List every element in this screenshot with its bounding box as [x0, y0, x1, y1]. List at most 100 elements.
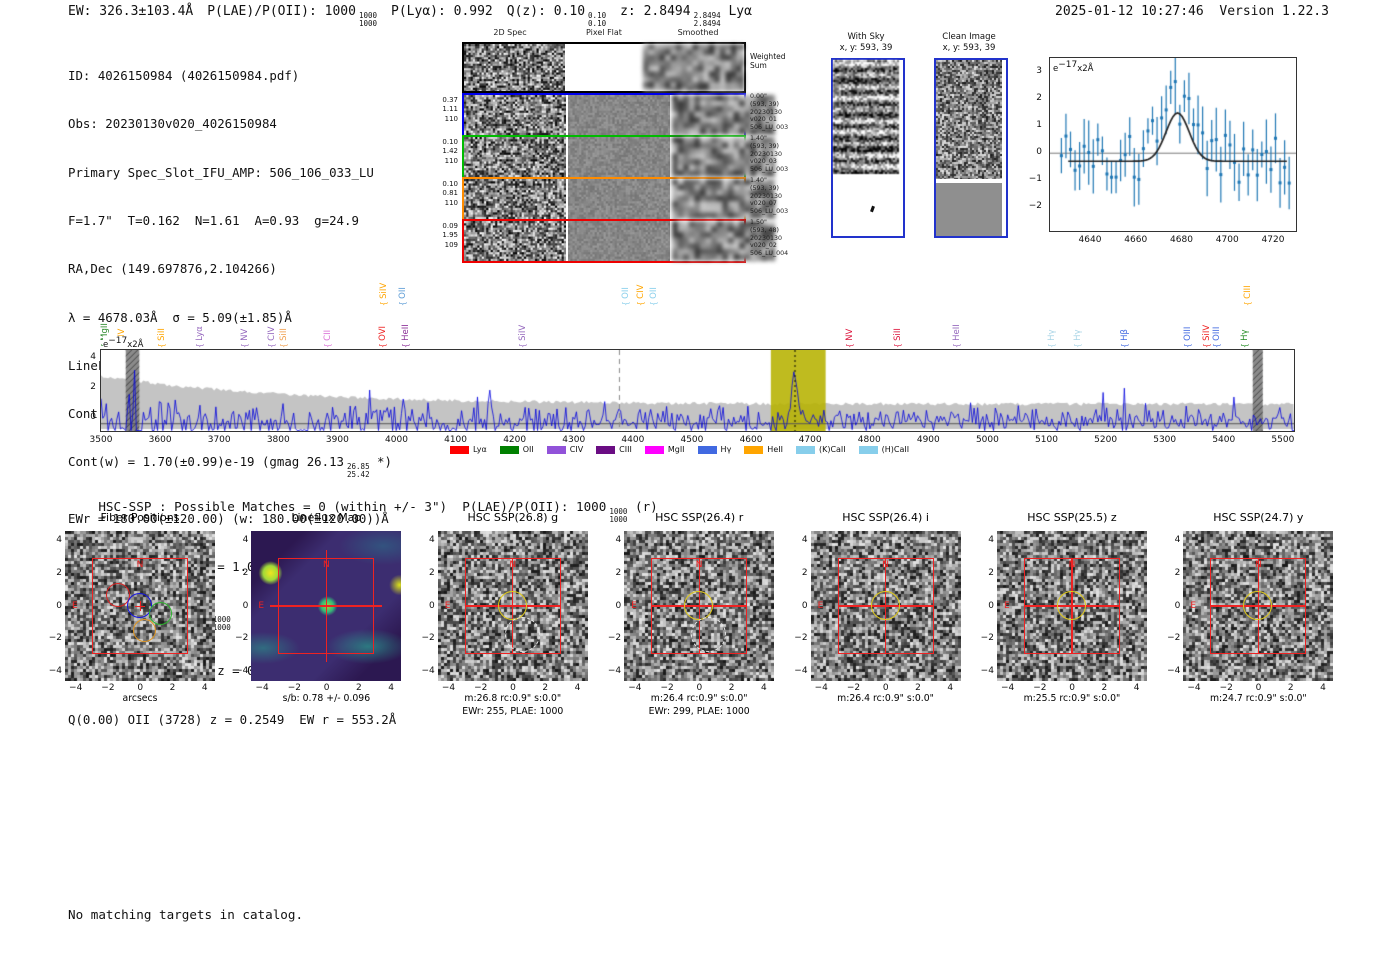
fiber-row-source: 1.40" (593, 39) 20230130 v020_03 506_LU_003 [750, 135, 789, 174]
cutout-panels-row: Fiber Positions N E [41, 511, 1346, 718]
legend-swatch [697, 445, 717, 454]
cutout-title: HSC SSP(25.5) z [1027, 511, 1117, 524]
fiber-row-source: 1.50" (593, 48) 20230130 v020_02 506_LU_004 [750, 219, 789, 258]
spectrum-y-axis: 4 2 0 [84, 352, 96, 422]
spec2d-fiber-row [462, 177, 775, 221]
cutout-image: N E 420−2−4 [608, 531, 775, 681]
compass-east-label: E [258, 601, 265, 611]
cutout-x-axis: −4 −2 0 2 4 [69, 683, 208, 693]
spec2d-weighted-row [462, 42, 746, 93]
spec2d-fiber-row [462, 219, 775, 263]
emission-line-label: Hγ [1240, 329, 1250, 348]
emission-line-label: SiII [893, 328, 903, 348]
fiber-row-weights: 0.10 1.42 110 [442, 138, 458, 165]
cutout-panel: HSC SSP(24.7) y N E [1159, 511, 1345, 718]
cutout-y-axis: 4 2 0 −2 −4 [605, 535, 621, 676]
emission-line-label: HeII [401, 324, 411, 348]
cutout-caption: s/b: 0.78 +/- 0.096 [282, 693, 371, 704]
cutout-image: N E 420−2−4 [235, 531, 402, 681]
cutout-y-axis: 4 2 0 −2 −4 [419, 535, 435, 676]
fiber-row-weights: 0.10 0.81 110 [442, 180, 458, 207]
fiber-circle-orange [133, 619, 156, 642]
cutout-y-tick: 4 [429, 535, 435, 545]
cutout-y-tick: −4 [48, 666, 62, 676]
emission-line-label: NV [845, 329, 855, 348]
cutout-panel: HSC SSP(25.5) z N E [973, 511, 1159, 718]
legend-swatch [795, 445, 815, 454]
header-timestamp: 2025-01-12 10:27:46 Version 1.22.3 [1055, 4, 1329, 19]
cutout-x-axis: −4 −2 0 2 4 [1001, 683, 1140, 693]
cutout-y-tick: 0 [615, 600, 622, 611]
spec2d-fiber-row [462, 93, 775, 137]
legend-swatch [546, 445, 566, 454]
hsc-match-summary: HSC-SSP : Possible Matches = 0 (within +… [98, 499, 658, 524]
emission-line-label: OIII [1212, 327, 1222, 348]
extraction-box [92, 558, 188, 654]
cutout-panel: HSC SSP(26.4) r N E [600, 511, 786, 718]
cutout-title: HSC SSP(24.7) y [1213, 511, 1304, 524]
fiber-row-source: 1.40" (593, 39) 20230130 v020_07 506_LU_003 [750, 177, 789, 216]
redshift-value: z: 2.8494 2.8494 2.8494 Lyα [620, 4, 752, 28]
spectrum-flux-units: e−17x2Å [103, 336, 144, 350]
cutout-panel: Lineflux Map N E [227, 511, 413, 718]
cutout-y-tick: 2 [429, 567, 435, 578]
fiber-row-source: 0.00" (593, 39) 20230130 v020_01 506_LU_003 [750, 93, 789, 132]
fiber-circle-green [149, 602, 172, 625]
cutout-x-axis: −4 −2 0 2 4 [255, 683, 394, 693]
clean-image-masked [936, 183, 1002, 236]
legend-label: Lyα [473, 445, 487, 454]
legend-item: CIII [596, 445, 632, 454]
legend-swatch [499, 445, 519, 454]
cutout-image: N E 420−2−4 [1167, 531, 1334, 681]
cutout-x-axis: −4 −2 0 2 4 [814, 683, 954, 693]
legend-swatch [858, 445, 878, 454]
inset-y-tick: −1 [1028, 174, 1042, 184]
cutout-caption-2: EWr: 255, PLAE: 1000 [462, 705, 564, 717]
cutout-y-tick: −4 [794, 666, 808, 676]
cutout-y-tick: −4 [1167, 666, 1181, 676]
cutout-caption-2: EWr: 299, PLAE: 1000 [648, 705, 750, 717]
compass-east-label: E [1190, 601, 1197, 611]
cutout-y-tick: 4 [1174, 535, 1181, 545]
cutout-y-tick: 4 [988, 535, 994, 545]
legend-item: MgII [644, 445, 685, 454]
legend-swatch [450, 445, 469, 454]
compass-east-label: E [72, 601, 78, 611]
legend-item: Lyα [450, 445, 487, 454]
cutout-y-tick: 2 [242, 567, 249, 578]
with-sky-title: With Sky x, y: 593, 39 [839, 32, 893, 53]
footer-notes: No matching targets in catalog. Row inte… [68, 875, 303, 953]
neighbor-source-circle [504, 617, 540, 652]
cutout-y-axis: 4 2 0 −2 −4 [46, 535, 62, 676]
cutout-image: N E 420−2−4 [981, 531, 1147, 681]
emission-line-label: OIII [1183, 327, 1193, 348]
cutout-y-tick: −2 [1167, 633, 1181, 644]
info-cont-w: Cont(w) = 1.70(±0.99)e-19 (gmag 26.13 26.… [68, 454, 392, 479]
emission-line-label: Hγ [1073, 329, 1083, 348]
weighted-sum-label: Weighted Sum [750, 52, 786, 70]
cutout-image: N E 420−2−4 [794, 531, 961, 681]
col-header-pixelflat: Pixel Flat [586, 28, 622, 37]
cutout-caption: arcsecs [122, 693, 158, 704]
compass-north-label: N [136, 560, 144, 570]
info-ifu: Primary Spec_Slot_IFU_AMP: 506_106_033_L… [68, 164, 374, 180]
cutout-y-tick: 4 [615, 535, 622, 545]
spec2d-fiber-row [462, 135, 775, 179]
compass-east-label: E [1003, 601, 1010, 611]
compass-east-label: E [817, 601, 824, 611]
legend-label: HeII [767, 445, 783, 454]
plya-value: P(Lyα): 0.992 [391, 4, 493, 19]
aperture-circle [1243, 591, 1273, 620]
cutout-y-tick: 0 [1174, 600, 1181, 611]
emission-line-label: SiIV [1202, 325, 1212, 348]
spectrum-x-axis: 3500 3600 3700 3800 3900 4000 4100 4200 4300 4400… [89, 435, 1295, 445]
qz-value: Q(z): 0.10 0.10 0.10 [506, 4, 607, 28]
inset-y-tick: 3 [1036, 66, 1042, 76]
legend-label: (H)CaII [881, 445, 910, 454]
cutout-y-tick: −2 [607, 633, 622, 644]
cutout-title: Lineflux Map [291, 511, 362, 524]
compass-east-label: E [631, 601, 637, 611]
cutout-y-tick: 2 [801, 567, 808, 578]
with-sky-image [831, 58, 905, 238]
